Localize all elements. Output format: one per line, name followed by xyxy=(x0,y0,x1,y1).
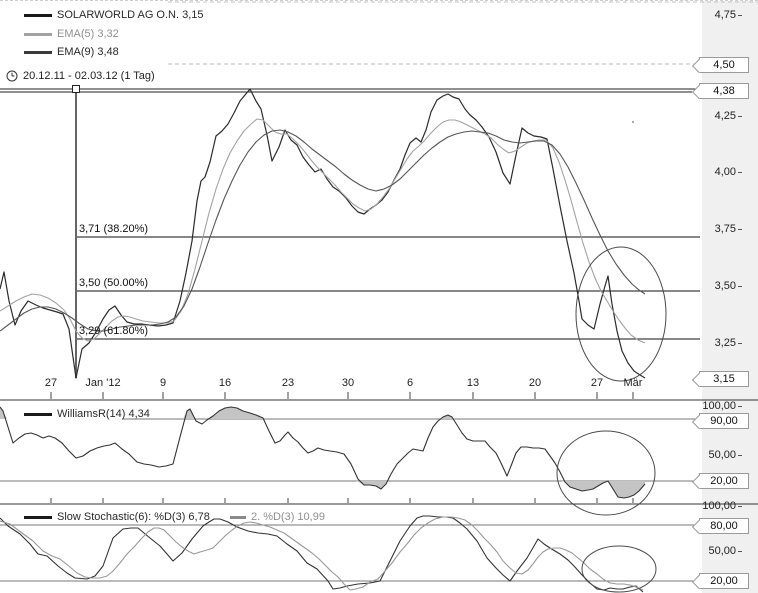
price-axis-background xyxy=(702,1,758,593)
stoch-d-line xyxy=(0,515,644,593)
williams-line xyxy=(0,406,646,499)
williams-overbought-fill xyxy=(440,415,455,419)
annotation-ellipse xyxy=(575,246,667,382)
annotation-ellipse xyxy=(581,545,657,593)
price-line xyxy=(0,88,646,379)
ema5-line xyxy=(0,118,646,344)
fib-anchor-handle[interactable] xyxy=(72,85,80,93)
williams-oversold-fill xyxy=(561,481,645,498)
annotation-ellipse xyxy=(556,430,656,516)
ema9-line xyxy=(0,129,646,332)
stoch-d2-line xyxy=(0,516,644,591)
